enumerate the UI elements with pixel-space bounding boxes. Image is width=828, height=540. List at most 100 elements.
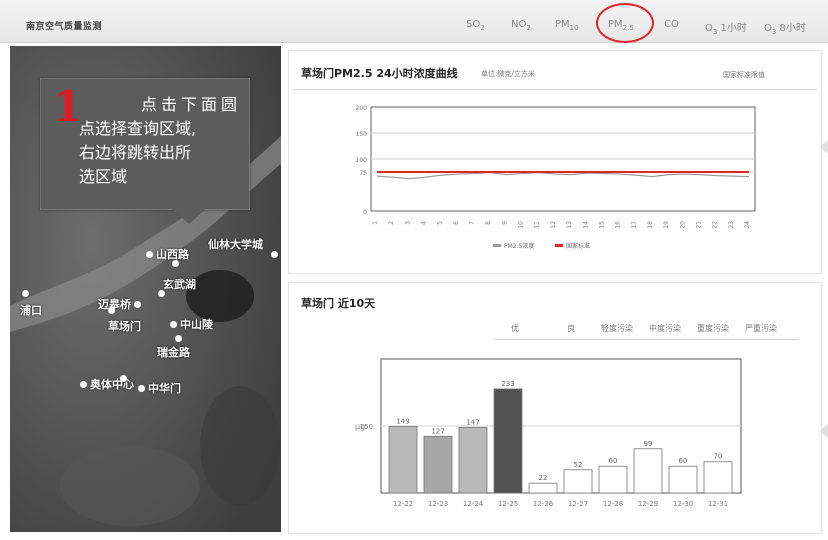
bar-value-label: 149 — [396, 417, 409, 425]
x-tick-label: 12-29 — [638, 500, 658, 508]
bar-value-label: 60 — [679, 457, 688, 465]
lake — [186, 270, 254, 322]
x-tick-label: 12-26 — [533, 500, 554, 508]
y-tick-label: 75 — [359, 170, 367, 177]
x-tick-label: 18 — [647, 221, 654, 229]
pm25-series-line — [376, 171, 750, 180]
x-tick-label: 16 — [615, 221, 622, 229]
station-dot-a[interactable] — [172, 260, 179, 267]
x-tick-label: 3 — [404, 221, 411, 225]
x-tick-label: 7 — [469, 221, 476, 225]
bar — [563, 469, 593, 494]
x-tick-label: 20 — [679, 221, 686, 229]
x-tick-label: 9 — [501, 221, 508, 225]
x-tick-label: 2 — [388, 221, 395, 225]
station-pukou[interactable] — [22, 290, 29, 297]
x-tick-label: 24 — [744, 221, 751, 229]
nav-pm10[interactable]: PM10 — [555, 19, 579, 32]
nav-no2[interactable]: NO2 — [511, 19, 531, 32]
filter-excellent[interactable]: 优 — [511, 324, 519, 333]
bar — [668, 465, 698, 494]
filter-light[interactable]: 轻度污染 — [601, 324, 633, 333]
station-pukou-label: 浦口 — [20, 304, 42, 317]
x-tick-label: 13 — [566, 221, 573, 229]
aqi-level-filters: 优 良 轻度污染 中度污染 重度污染 严重污染 — [511, 323, 811, 335]
nav-o3-8h[interactable]: O3 8小时 — [764, 23, 806, 36]
legend-label: PM2.5浓度 — [504, 242, 534, 250]
instruction-callout: 1 点击下面圆 点选择查询区域, 右边将跳转出所 选区域 — [40, 78, 250, 210]
filter-severe[interactable]: 严重污染 — [745, 324, 777, 333]
x-tick-label: 12-24 — [463, 500, 484, 508]
station-dot-c[interactable] — [108, 307, 115, 314]
x-tick-label: 22 — [712, 221, 719, 229]
y-axis-label: μg — [355, 422, 365, 431]
x-tick-label: 23 — [728, 221, 735, 229]
bar — [423, 435, 453, 494]
station-zhonghuamen[interactable]: 中华门 — [138, 380, 181, 396]
station-xianlin[interactable]: 仙林大学城 — [208, 238, 263, 251]
station-zhongshanling[interactable]: 中山陵 — [170, 316, 213, 332]
x-tick-label: 4 — [421, 221, 428, 225]
pm25-highlight-ring — [596, 3, 654, 43]
instruction-text: 点击下面圆 点选择查询区域, 右边将跳转出所 选区域 — [79, 95, 241, 186]
bar-value-label: 70 — [714, 453, 723, 461]
x-tick-label: 8 — [485, 221, 492, 225]
bar-chart-panel: 草场门 近10天 优 良 轻度污染 中度污染 重度污染 严重污染 150 μg 14… — [288, 282, 822, 534]
yangtze-river — [10, 136, 281, 332]
bar-value-label: 233 — [501, 380, 514, 388]
nav-o3-1h[interactable]: O3 1小时 — [705, 23, 747, 36]
station-dot-e[interactable] — [120, 375, 127, 382]
x-tick-label: 21 — [695, 221, 702, 229]
station-map[interactable] — [10, 46, 281, 532]
x-tick-label: 12-23 — [428, 500, 448, 508]
station-xuanwuhu[interactable]: 玄武湖 — [163, 278, 196, 291]
bar — [703, 461, 733, 494]
x-tick-label: 11 — [534, 221, 541, 229]
top-nav-bar: 南京空气质量监测 SO2 NO2 PM10 PM2.5 CO O3 1小时 O3… — [0, 0, 828, 43]
x-tick-label: 1 — [372, 221, 379, 225]
station-caochangmen[interactable]: 草场门 — [108, 320, 141, 333]
y-tick-label: 0 — [363, 209, 367, 216]
x-tick-label: 12 — [550, 221, 557, 229]
bar-chart-title: 草场门 近10天 — [301, 297, 376, 310]
line-chart-unit: 单位:微克/立方米 — [481, 70, 535, 78]
nav-so2[interactable]: SO2 — [466, 19, 485, 32]
legend-label: 国家标准 — [566, 242, 590, 250]
y-tick-label: 150 — [360, 423, 373, 431]
station-ruijinlu[interactable]: 瑞金路 — [157, 346, 190, 359]
filter-good[interactable]: 良 — [567, 324, 575, 333]
bar — [493, 388, 523, 494]
x-tick-label: 12-22 — [393, 500, 413, 508]
station-maigaoqiao[interactable]: 迈皋桥 — [98, 296, 141, 312]
station-shanxilu[interactable]: 山西路 — [146, 246, 189, 262]
callout-pointer — [171, 208, 207, 224]
panel2-expand-tab[interactable] — [819, 424, 828, 438]
legend-swatch — [493, 244, 501, 247]
bar-value-label: 60 — [609, 457, 618, 465]
y-tick-label: 100 — [356, 157, 368, 164]
x-tick-label: 6 — [453, 221, 460, 225]
x-tick-label: 15 — [598, 221, 605, 229]
step-number: 1 — [53, 82, 83, 131]
panel1-expand-tab[interactable] — [819, 140, 828, 154]
nav-co[interactable]: CO — [664, 19, 679, 30]
legend-swatch — [555, 244, 563, 247]
line-chart-title: 草场门PM2.5 24小时浓度曲线 — [301, 67, 458, 80]
bar — [528, 482, 558, 494]
x-tick-label: 12-30 — [673, 500, 693, 508]
bar-value-label: 99 — [644, 440, 653, 448]
bar-value-label: 147 — [466, 418, 479, 426]
y-tick-label: 150 — [356, 131, 368, 138]
x-tick-label: 14 — [582, 221, 589, 229]
line-chart-panel: 草场门PM2.5 24小时浓度曲线 单位:微克/立方米 国家标准限值 200 15… — [288, 50, 822, 274]
station-dot-b[interactable] — [158, 290, 165, 297]
station-dot-d[interactable] — [175, 335, 182, 342]
y-tick-label: 200 — [356, 105, 368, 112]
app-title: 南京空气质量监测 — [26, 22, 103, 32]
filter-moderate[interactable]: 中度污染 — [649, 324, 681, 333]
station-xianlin-dot[interactable] — [271, 251, 278, 258]
filter-heavy[interactable]: 重度污染 — [697, 324, 729, 333]
national-standard-link[interactable]: 国家标准限值 — [723, 71, 765, 79]
